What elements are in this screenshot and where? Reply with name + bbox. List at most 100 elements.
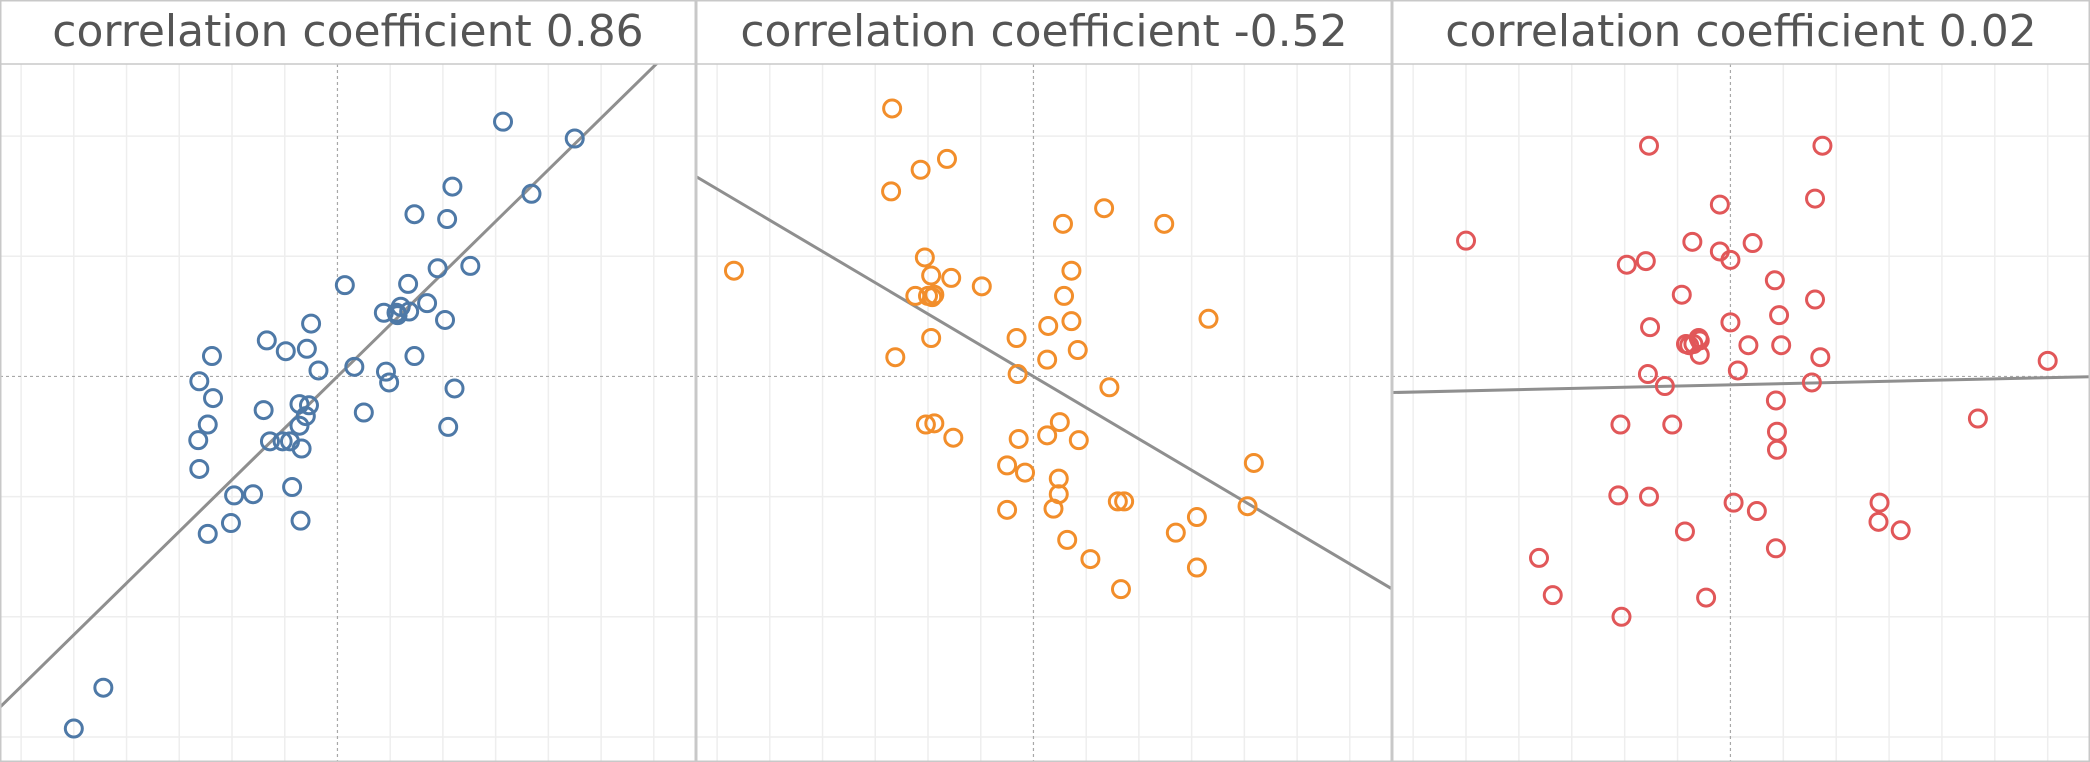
data-point bbox=[1638, 486, 1659, 507]
data-point bbox=[1007, 364, 1028, 385]
data-point bbox=[298, 395, 319, 416]
data-point bbox=[308, 360, 329, 381]
data-point bbox=[437, 209, 458, 230]
data-point bbox=[1186, 557, 1207, 578]
data-point bbox=[1812, 135, 1833, 156]
data-point bbox=[243, 484, 264, 505]
data-point bbox=[1738, 335, 1759, 356]
data-point bbox=[404, 204, 425, 225]
data-point bbox=[1869, 492, 1890, 513]
data-point bbox=[723, 260, 744, 281]
data-point bbox=[914, 247, 935, 268]
data-point bbox=[915, 414, 936, 435]
data-point bbox=[1154, 213, 1175, 234]
data-point bbox=[924, 413, 945, 434]
data-point bbox=[296, 338, 317, 359]
panel-title: correlation coefficient 0.02 bbox=[1445, 6, 2036, 57]
data-point bbox=[387, 305, 408, 326]
data-point bbox=[1006, 327, 1027, 348]
data-point bbox=[375, 361, 396, 382]
data-point bbox=[344, 356, 365, 377]
data-point bbox=[1456, 230, 1477, 251]
data-point bbox=[220, 513, 241, 534]
data-point bbox=[93, 677, 114, 698]
data-point bbox=[1771, 335, 1792, 356]
data-point bbox=[438, 416, 459, 437]
data-point bbox=[1243, 452, 1264, 473]
data-point bbox=[1611, 606, 1632, 627]
data-point bbox=[1801, 372, 1822, 393]
data-point bbox=[1237, 496, 1258, 517]
data-point bbox=[291, 438, 312, 459]
data-point bbox=[493, 111, 514, 132]
panel-title: correlation coefficient -0.52 bbox=[740, 6, 1347, 57]
data-point bbox=[1110, 579, 1131, 600]
data-point bbox=[1654, 376, 1675, 397]
data-point bbox=[521, 183, 542, 204]
data-point bbox=[1662, 414, 1683, 435]
data-point bbox=[1709, 194, 1730, 215]
data-point bbox=[189, 371, 210, 392]
scatter-panel-3: correlation coefficient 0.02 bbox=[1392, 0, 2090, 762]
data-point bbox=[417, 293, 438, 314]
data-point bbox=[1671, 284, 1692, 305]
data-point bbox=[435, 309, 456, 330]
data-point bbox=[353, 402, 374, 423]
data-point bbox=[203, 388, 224, 409]
data-point bbox=[1805, 188, 1826, 209]
data-point bbox=[2037, 350, 2058, 371]
data-point bbox=[1043, 498, 1064, 519]
panel-border bbox=[696, 0, 1392, 762]
data-point bbox=[910, 159, 931, 180]
data-point bbox=[256, 330, 277, 351]
data-point bbox=[1720, 312, 1741, 333]
data-point bbox=[1765, 390, 1786, 411]
data-point bbox=[1720, 249, 1741, 270]
data-point bbox=[201, 346, 222, 367]
data-point bbox=[197, 523, 218, 544]
data-point bbox=[1094, 198, 1115, 219]
data-point bbox=[1640, 317, 1661, 338]
panel-border bbox=[1392, 0, 2090, 762]
data-point bbox=[1107, 491, 1128, 512]
scatter-panel-1: correlation coefficient 0.86 bbox=[0, 0, 696, 762]
data-point bbox=[1080, 549, 1101, 570]
data-point bbox=[1723, 492, 1744, 513]
data-point bbox=[1054, 285, 1075, 306]
data-point bbox=[997, 455, 1018, 476]
data-point bbox=[1608, 485, 1629, 506]
data-point bbox=[1610, 414, 1631, 435]
data-point bbox=[1696, 587, 1717, 608]
panel-title: correlation coefficient 0.86 bbox=[52, 6, 643, 57]
data-point bbox=[197, 414, 218, 435]
data-point bbox=[1868, 511, 1889, 532]
data-point bbox=[275, 341, 296, 362]
data-point bbox=[1198, 308, 1219, 329]
data-point bbox=[301, 313, 322, 334]
data-point bbox=[1057, 529, 1078, 550]
data-point bbox=[1638, 135, 1659, 156]
data-point bbox=[334, 275, 355, 296]
trend-line bbox=[1392, 375, 2090, 395]
data-point bbox=[224, 485, 245, 506]
data-point bbox=[1067, 340, 1088, 361]
data-point bbox=[1061, 260, 1082, 281]
data-point bbox=[1052, 213, 1073, 234]
data-point bbox=[1765, 538, 1786, 559]
data-point bbox=[941, 267, 962, 288]
data-point bbox=[1674, 521, 1695, 542]
data-point bbox=[290, 510, 311, 531]
data-point bbox=[921, 265, 942, 286]
data-point bbox=[398, 273, 419, 294]
data-point bbox=[1616, 254, 1637, 275]
data-point bbox=[1810, 347, 1831, 368]
data-point bbox=[564, 128, 585, 149]
data-point bbox=[259, 431, 280, 452]
data-point bbox=[1742, 233, 1763, 254]
data-point bbox=[997, 499, 1018, 520]
data-point bbox=[1114, 491, 1135, 512]
data-point bbox=[1635, 251, 1656, 272]
data-point bbox=[272, 431, 293, 452]
data-point bbox=[882, 98, 903, 119]
data-point bbox=[1008, 428, 1029, 449]
